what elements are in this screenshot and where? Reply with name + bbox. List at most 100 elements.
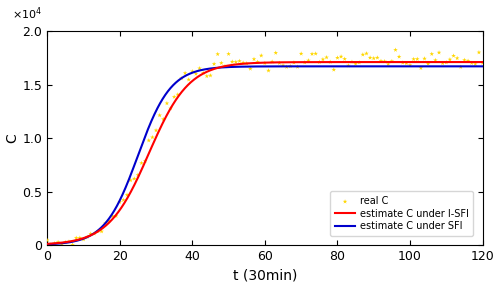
real C [105, 219, 113, 223]
real C [83, 235, 91, 239]
real C [417, 66, 425, 70]
real C [308, 52, 316, 56]
estimate C under I-SFI [88, 233, 94, 237]
real C [392, 48, 400, 52]
real C [199, 71, 207, 75]
Legend: real C, estimate C under I-SFI, estimate C under SFI: real C, estimate C under I-SFI, estimate… [330, 191, 474, 236]
real C [399, 60, 407, 65]
real C [272, 51, 280, 55]
real C [294, 65, 302, 69]
real C [406, 63, 414, 67]
real C [178, 76, 186, 81]
real C [428, 52, 436, 56]
real C [123, 192, 131, 197]
real C [366, 55, 374, 60]
real C [218, 61, 226, 65]
real C [402, 61, 410, 66]
real C [221, 64, 229, 69]
estimate C under I-SFI [384, 60, 390, 64]
estimate C under SFI [44, 242, 50, 246]
real C [203, 74, 211, 79]
real C [348, 60, 356, 64]
real C [359, 52, 367, 57]
real C [446, 57, 454, 62]
real C [322, 55, 330, 60]
real C [156, 113, 164, 118]
real C [120, 198, 128, 202]
real C [304, 58, 312, 63]
real C [468, 61, 475, 65]
real C [460, 58, 468, 62]
real C [250, 57, 258, 61]
real C [330, 67, 338, 72]
real C [344, 63, 352, 68]
estimate C under I-SFI [44, 242, 50, 246]
real C [62, 240, 70, 245]
real C [264, 68, 272, 73]
real C [80, 237, 88, 242]
real C [475, 50, 483, 55]
real C [435, 50, 443, 55]
estimate C under SFI [343, 65, 349, 68]
real C [297, 51, 305, 56]
real C [246, 67, 254, 71]
estimate C under I-SFI [392, 60, 398, 64]
real C [224, 52, 232, 56]
real C [206, 73, 214, 78]
real C [166, 106, 174, 111]
real C [72, 236, 80, 240]
real C [101, 221, 109, 226]
real C [442, 60, 450, 65]
real C [148, 135, 156, 140]
real C [160, 117, 168, 122]
estimate C under SFI [392, 65, 398, 68]
real C [319, 57, 327, 62]
real C [410, 57, 418, 61]
real C [58, 242, 66, 247]
real C [438, 61, 446, 66]
real C [76, 236, 84, 240]
real C [174, 92, 182, 97]
real C [414, 57, 422, 61]
estimate C under I-SFI [220, 65, 226, 68]
real C [170, 95, 178, 99]
real C [337, 54, 345, 59]
real C [370, 56, 378, 60]
real C [424, 61, 432, 66]
real C [214, 52, 222, 56]
estimate C under I-SFI [343, 60, 349, 64]
X-axis label: t (30min): t (30min) [232, 268, 297, 283]
real C [94, 229, 102, 234]
estimate C under I-SFI [236, 62, 242, 66]
real C [420, 56, 428, 61]
real C [276, 61, 283, 65]
real C [86, 232, 94, 236]
real C [268, 59, 276, 64]
real C [43, 238, 51, 242]
estimate C under SFI [384, 65, 390, 68]
real C [432, 58, 440, 62]
real C [450, 54, 458, 58]
Line: estimate C under I-SFI: estimate C under I-SFI [47, 62, 482, 244]
real C [141, 159, 149, 163]
real C [50, 241, 58, 246]
Y-axis label: C: C [6, 133, 20, 143]
real C [126, 178, 134, 183]
real C [47, 242, 55, 247]
real C [286, 64, 294, 69]
real C [261, 61, 269, 65]
estimate C under SFI [220, 66, 226, 69]
real C [326, 60, 334, 64]
real C [232, 60, 240, 65]
real C [334, 56, 342, 60]
real C [478, 60, 486, 65]
real C [472, 62, 480, 67]
real C [152, 128, 160, 133]
real C [312, 51, 320, 56]
real C [258, 53, 266, 58]
real C [181, 71, 189, 75]
real C [374, 55, 382, 60]
real C [352, 62, 360, 66]
real C [196, 66, 203, 71]
real C [301, 60, 309, 65]
